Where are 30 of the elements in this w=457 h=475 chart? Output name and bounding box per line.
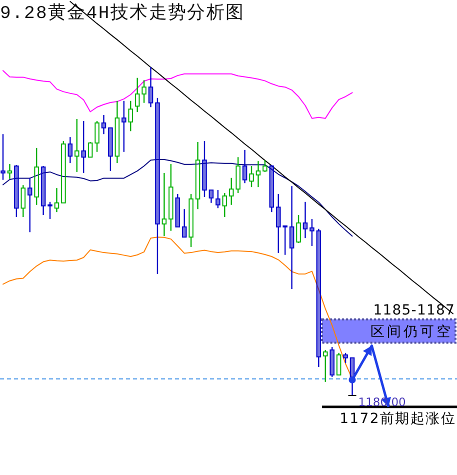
candlestick bbox=[256, 160, 261, 188]
candlestick bbox=[168, 163, 174, 232]
candlestick bbox=[162, 172, 167, 237]
candlestick bbox=[134, 77, 140, 113]
candlestick bbox=[276, 193, 281, 254]
candlestick bbox=[282, 225, 288, 256]
candlestick bbox=[114, 100, 120, 164]
candlestick bbox=[208, 190, 214, 204]
annotation: 区间仍可空 bbox=[370, 324, 453, 340]
candlestick bbox=[195, 141, 200, 210]
candlestick bbox=[316, 228, 322, 368]
candlestick bbox=[269, 164, 274, 213]
chart-title: 9.28黄金4H技术走势分析图 bbox=[0, 3, 245, 24]
candlestick bbox=[182, 208, 187, 238]
candlestick bbox=[74, 118, 80, 173]
candlestick bbox=[40, 165, 46, 216]
candlestick bbox=[302, 201, 308, 239]
candlestick bbox=[54, 187, 60, 213]
candlestick bbox=[27, 177, 32, 233]
candlestick bbox=[68, 136, 73, 164]
candlestick bbox=[122, 100, 126, 152]
candlestick bbox=[148, 66, 154, 108]
candlestick bbox=[101, 114, 106, 135]
candlestick bbox=[7, 163, 12, 180]
ref-line-label: 1172前期起涨位 bbox=[340, 410, 456, 427]
candlestick bbox=[289, 186, 294, 290]
candlestick bbox=[81, 120, 86, 174]
candlestick bbox=[242, 149, 248, 184]
candlestick bbox=[108, 127, 113, 172]
candlestick bbox=[336, 352, 342, 376]
